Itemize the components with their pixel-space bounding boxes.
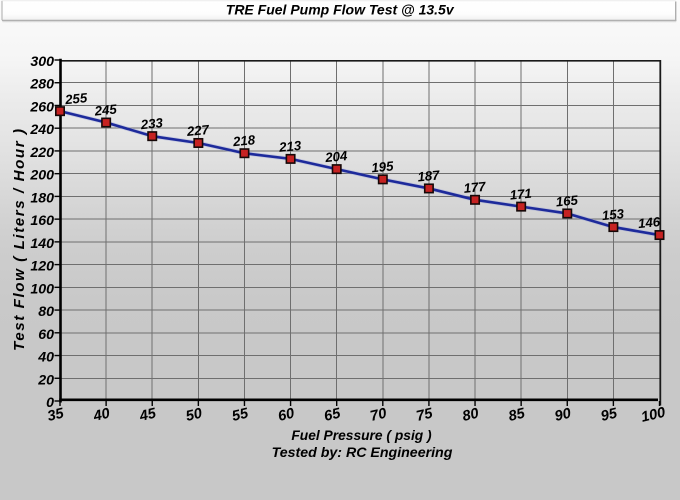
svg-text:204: 204 [324,148,349,165]
svg-text:60: 60 [276,406,295,425]
svg-text:50: 50 [184,406,203,425]
svg-text:227: 227 [185,122,210,139]
svg-text:300: 300 [30,54,54,70]
svg-text:70: 70 [369,406,388,425]
svg-text:45: 45 [137,405,158,425]
svg-text:233: 233 [139,115,164,132]
svg-text:100: 100 [640,405,667,426]
svg-text:280: 280 [29,77,54,93]
svg-text:165: 165 [555,192,579,209]
svg-text:187: 187 [417,167,441,184]
svg-text:60: 60 [38,327,54,343]
svg-text:218: 218 [231,132,256,149]
svg-text:153: 153 [601,206,625,223]
svg-text:Tested by: RC Engineering: Tested by: RC Engineering [272,445,453,461]
svg-text:75: 75 [415,405,435,424]
svg-text:80: 80 [461,406,480,425]
svg-text:213: 213 [277,138,302,155]
svg-text:20: 20 [37,372,54,388]
svg-text:200: 200 [29,168,54,184]
svg-text:35: 35 [46,405,66,424]
svg-text:220: 220 [29,145,54,161]
svg-text:240: 240 [29,122,54,138]
svg-text:40: 40 [37,350,54,366]
svg-text:55: 55 [230,405,250,424]
svg-text:0: 0 [46,395,54,411]
svg-text:100: 100 [30,281,54,297]
svg-text:65: 65 [323,405,343,424]
svg-text:245: 245 [93,101,118,118]
svg-text:95: 95 [599,405,619,424]
svg-text:146: 146 [637,214,661,231]
svg-text:Fuel Pressure ( psig ): Fuel Pressure ( psig ) [291,428,432,443]
svg-text:171: 171 [509,186,532,203]
svg-text:160: 160 [30,213,54,229]
svg-text:80: 80 [38,304,54,320]
svg-text:120: 120 [30,259,54,275]
svg-text:255: 255 [63,90,88,107]
svg-text:40: 40 [91,406,111,425]
svg-text:260: 260 [29,99,54,115]
svg-text:85: 85 [507,405,527,424]
svg-text:TRE Fuel Pump Flow Test @ 13.5: TRE Fuel Pump Flow Test @ 13.5v [226,2,455,18]
svg-text:140: 140 [30,236,54,252]
svg-text:177: 177 [463,179,487,196]
svg-text:Test Flow ( Liters / Hour ): Test Flow ( Liters / Hour ) [11,127,28,351]
svg-text:180: 180 [30,190,54,206]
svg-text:90: 90 [553,406,572,425]
svg-text:195: 195 [371,158,395,175]
